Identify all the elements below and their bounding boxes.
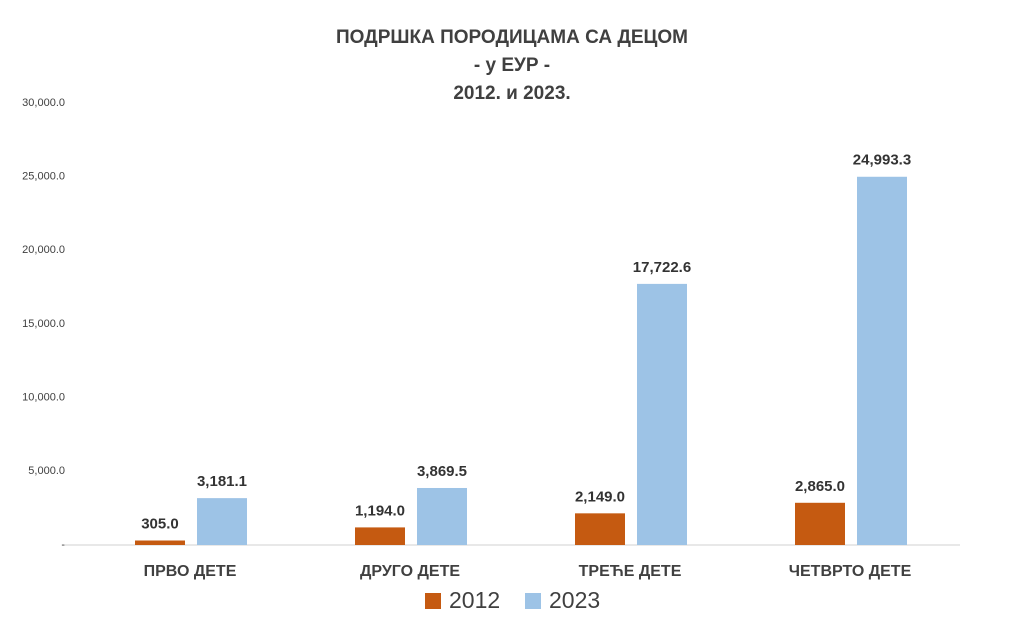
bar [637, 283, 687, 545]
legend-label: 2023 [549, 587, 600, 613]
bar [417, 487, 467, 545]
value-label: 17,722.6 [633, 259, 691, 276]
legend-swatch [425, 593, 441, 609]
y-tick-label: 30,000.0 [22, 97, 65, 109]
chart-subtitle: 2012. и 2023. [453, 83, 570, 104]
y-tick-label: 15,000.0 [22, 318, 65, 330]
bar [197, 498, 247, 545]
value-label: 3,181.1 [197, 473, 247, 490]
y-tick-label: 5,000.0 [28, 465, 65, 477]
bar [135, 540, 185, 545]
chart-subtitle: - у ЕУР - [474, 55, 550, 76]
legend-swatch [525, 593, 541, 609]
x-tick-label: ЧЕТВРТО ДЕТЕ [789, 563, 912, 580]
y-tick-label: - [61, 539, 65, 551]
y-tick-label: 25,000.0 [22, 171, 65, 183]
chart-title: ПОДРШКА ПОРОДИЦАМА СА ДЕЦОМ [336, 27, 688, 48]
value-label: 1,194.0 [355, 502, 405, 519]
bar [795, 502, 845, 545]
bar [355, 527, 405, 545]
y-tick-label: 10,000.0 [22, 392, 65, 404]
bar [857, 176, 907, 545]
value-label: 2,149.0 [575, 488, 625, 505]
x-tick-label: ПРВО ДЕТЕ [144, 563, 237, 580]
legend-label: 2012 [449, 587, 500, 613]
bar [575, 513, 625, 545]
value-label: 305.0 [141, 515, 179, 532]
x-tick-label: ТРЕЋЕ ДЕТЕ [579, 563, 682, 580]
value-label: 24,993.3 [853, 152, 911, 169]
value-label: 2,865.0 [795, 478, 845, 495]
y-tick-label: 20,000.0 [22, 244, 65, 256]
x-tick-label: ДРУГО ДЕТЕ [360, 563, 460, 580]
value-label: 3,869.5 [417, 463, 467, 480]
